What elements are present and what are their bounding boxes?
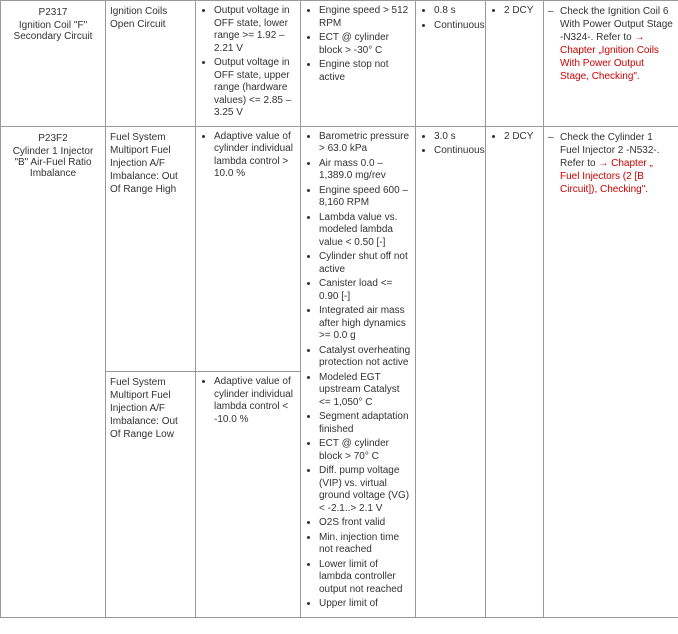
list-item: Continuous [434, 20, 481, 33]
list-item: Adaptive value of cylinder individual la… [214, 376, 296, 426]
fault-cell: Ignition Coils Open Circuit [106, 1, 196, 127]
conditions-cell: Barometric pressure > 63.0 kPa Air mass … [301, 126, 416, 617]
dtc-title: Ignition Coil "F" Secondary Circuit [14, 20, 93, 42]
list-item: 0.8 s [434, 5, 481, 18]
dtc-code: P23F2 [5, 133, 101, 144]
fault-text: Fuel System Multiport Fuel Injection A/F… [110, 376, 191, 441]
list-item: Upper limit of [319, 598, 411, 611]
fault-cell: Fuel System Multiport Fuel Injection A/F… [106, 372, 196, 618]
dtc-title: Cylinder 1 Injector "B" Air-Fuel Ratio I… [13, 146, 94, 179]
arrow-icon: → [598, 158, 608, 169]
list-item: Catalyst overheating protection not acti… [319, 345, 411, 370]
dtc-code-cell: P2317 Ignition Coil "F" Secondary Circui… [1, 1, 106, 127]
list-item: Barometric pressure > 63.0 kPa [319, 131, 411, 156]
table-row: P23F2 Cylinder 1 Injector "B" Air-Fuel R… [1, 126, 678, 372]
fault-text: Ignition Coils Open Circuit [110, 5, 191, 31]
action-cell: Check the Ignition Coil 6 With Power Out… [544, 1, 678, 127]
list-item: 2 DCY [504, 5, 539, 18]
arrow-icon: → [634, 32, 644, 43]
dcy-cell: 2 DCY [486, 1, 544, 127]
list-item: Lower limit of lambda controller output … [319, 559, 411, 597]
list-item: Engine stop not active [319, 59, 411, 84]
list-item: ECT @ cylinder block > -30° C [319, 32, 411, 57]
time-cell: 3.0 s Continuous [416, 126, 486, 617]
chapter-link[interactable]: Chapter „Ignition Coils With Power Outpu… [560, 45, 659, 82]
list-item: 3.0 s [434, 131, 481, 144]
list-item: Integrated air mass after high dynamics … [319, 305, 411, 343]
action-cell: Check the Cylinder 1 Fuel Injector 2 -N5… [544, 126, 678, 617]
list-item: Output voltage in OFF state, upper range… [214, 57, 296, 120]
list-item: Output voltage in OFF state, lower range… [214, 5, 296, 55]
list-item: Continuous [434, 145, 481, 158]
fault-text: Fuel System Multiport Fuel Injection A/F… [110, 131, 191, 196]
action-text: Check the Ignition Coil 6 With Power Out… [560, 6, 673, 43]
conditions-cell: Engine speed > 512 RPM ECT @ cylinder bl… [301, 1, 416, 127]
threshold-cell: Adaptive value of cylinder individual la… [196, 372, 301, 618]
list-item: 2 DCY [504, 131, 539, 144]
threshold-cell: Adaptive value of cylinder individual la… [196, 126, 301, 372]
list-item: Lambda value vs. modeled lambda value < … [319, 212, 411, 250]
dcy-cell: 2 DCY [486, 126, 544, 617]
dtc-code-cell: P23F2 Cylinder 1 Injector "B" Air-Fuel R… [1, 126, 106, 617]
time-cell: 0.8 s Continuous [416, 1, 486, 127]
list-item: Air mass 0.0 – 1,389.0 mg/rev [319, 158, 411, 183]
list-item: O2S front valid [319, 517, 411, 530]
list-item: Modeled EGT upstream Catalyst <= 1,050° … [319, 372, 411, 410]
list-item: Diff. pump voltage (VIP) vs. virtual gro… [319, 465, 411, 515]
dtc-code: P2317 [5, 7, 101, 18]
table-row: P2317 Ignition Coil "F" Secondary Circui… [1, 1, 678, 127]
list-item: Engine speed 600 – 8,160 RPM [319, 185, 411, 210]
threshold-cell: Output voltage in OFF state, lower range… [196, 1, 301, 127]
list-item: Check the Cylinder 1 Fuel Injector 2 -N5… [548, 131, 674, 196]
list-item: Min. injection time not reached [319, 532, 411, 557]
dtc-table: P2317 Ignition Coil "F" Secondary Circui… [0, 0, 678, 618]
fault-cell: Fuel System Multiport Fuel Injection A/F… [106, 126, 196, 372]
list-item: ECT @ cylinder block > 70° C [319, 438, 411, 463]
list-item: Canister load <= 0.90 [-] [319, 278, 411, 303]
list-item: Check the Ignition Coil 6 With Power Out… [548, 5, 674, 83]
list-item: Segment adaptation finished [319, 411, 411, 436]
list-item: Adaptive value of cylinder individual la… [214, 131, 296, 181]
list-item: Engine speed > 512 RPM [319, 5, 411, 30]
list-item: Cylinder shut off not active [319, 251, 411, 276]
